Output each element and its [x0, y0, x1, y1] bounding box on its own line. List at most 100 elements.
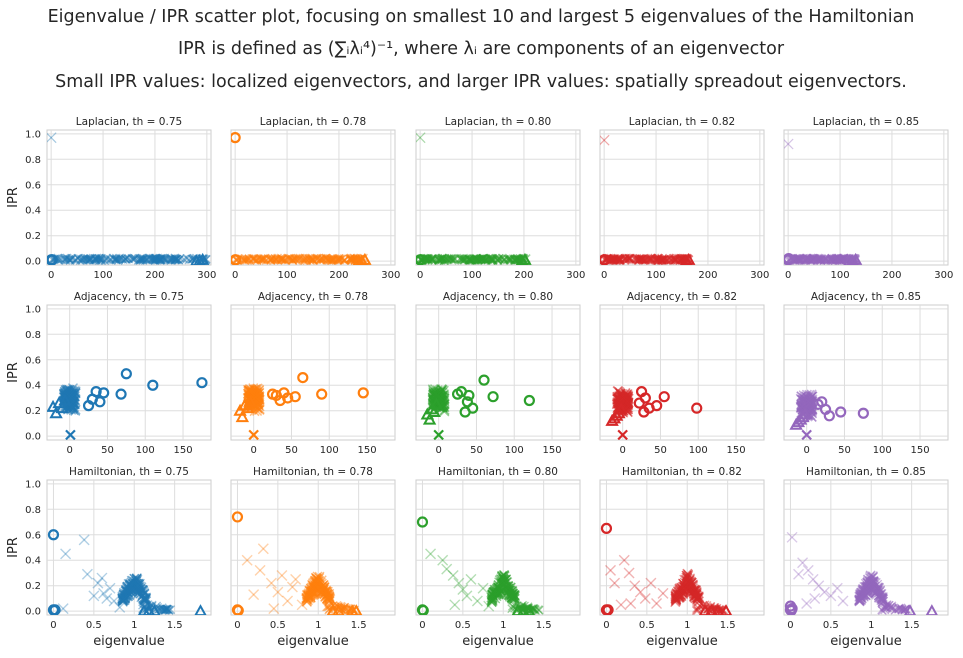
point-x — [83, 253, 93, 264]
point-x — [300, 253, 310, 263]
point-x — [76, 254, 86, 264]
point-x — [495, 255, 505, 265]
point-x — [894, 604, 904, 614]
point-x — [792, 254, 802, 264]
point-x — [446, 254, 456, 264]
point-x — [83, 255, 93, 265]
x-tick-label: 200 — [145, 270, 164, 281]
point-x — [329, 255, 339, 265]
point-x — [457, 254, 468, 264]
point-x — [897, 604, 907, 613]
point-x — [73, 253, 83, 263]
point-circle — [461, 396, 473, 408]
point-x — [645, 255, 655, 265]
point-x — [152, 254, 162, 264]
point-x — [447, 255, 457, 265]
point-x — [128, 254, 139, 264]
point-x — [257, 543, 269, 555]
panel-title: Adjacency, th = 0.85 — [811, 291, 921, 303]
point-x — [478, 254, 488, 264]
point-x — [306, 253, 316, 263]
point-x — [133, 255, 143, 265]
panel-frame — [46, 304, 212, 441]
point-x — [303, 253, 313, 263]
point-x — [488, 254, 498, 264]
point-x — [161, 255, 171, 265]
point-x — [802, 254, 813, 264]
point-x — [820, 254, 830, 265]
point-x — [135, 254, 145, 264]
point-x — [634, 586, 646, 598]
point-x — [439, 253, 450, 263]
point-x — [249, 253, 259, 264]
panel-title: Hamiltonian, th = 0.85 — [806, 466, 926, 478]
point-x — [802, 254, 812, 264]
point-x — [625, 254, 635, 264]
point-x — [442, 254, 452, 264]
point-x — [96, 572, 108, 584]
point-x — [253, 254, 263, 264]
point-x — [659, 255, 669, 265]
point-x — [457, 254, 467, 264]
point-x — [887, 604, 897, 614]
point-x — [500, 254, 510, 265]
point-x — [642, 254, 652, 264]
point-x — [154, 254, 164, 265]
point-x — [460, 255, 470, 265]
point-x — [272, 255, 282, 265]
x-tick-label: 0.5 — [823, 620, 839, 631]
point-x — [155, 255, 165, 265]
point-x — [659, 255, 669, 265]
point-x — [639, 592, 651, 604]
point-x — [298, 255, 308, 265]
point-x — [472, 254, 482, 264]
point-x — [615, 254, 625, 265]
point-x — [172, 254, 182, 264]
point-x — [801, 255, 811, 265]
point-x — [94, 253, 104, 264]
point-x — [241, 554, 253, 566]
point-x — [334, 253, 344, 263]
point-x — [248, 254, 258, 264]
panel-laplacian-5: Laplacian, th = 0.85 0 100 200 300 — [783, 116, 953, 281]
point-x — [341, 603, 351, 613]
point-x — [271, 254, 281, 264]
point-x — [138, 254, 148, 264]
point-x — [474, 254, 484, 264]
point-x — [113, 255, 123, 265]
point-x — [824, 255, 834, 265]
point-x — [673, 253, 684, 263]
point-x — [662, 255, 672, 265]
point-x — [293, 253, 303, 263]
point-x — [84, 255, 94, 265]
point-x — [459, 255, 469, 265]
point-x — [794, 253, 805, 263]
point-x — [437, 253, 447, 263]
point-x — [155, 254, 165, 264]
point-x — [174, 255, 184, 265]
point-x — [98, 587, 110, 599]
point-x — [94, 253, 104, 263]
point-x — [615, 254, 625, 264]
point-x — [437, 254, 447, 264]
point-x — [881, 602, 890, 612]
point-x — [817, 254, 827, 264]
x-tick-label: 100 — [136, 445, 155, 456]
point-x — [252, 255, 262, 265]
point-x — [624, 254, 634, 264]
point-x — [171, 255, 181, 265]
point-x — [155, 255, 166, 265]
point-x — [465, 573, 477, 585]
point-triangle — [422, 412, 437, 425]
point-x — [613, 253, 623, 263]
point-x — [692, 593, 703, 604]
point-x — [266, 255, 276, 265]
point-x — [621, 253, 631, 263]
point-x — [671, 254, 681, 265]
panel-adjacency-3: Adjacency, th = 0.80 0 50 100 150 — [415, 291, 581, 456]
point-x — [472, 254, 482, 264]
point-x — [111, 253, 121, 263]
point-x — [108, 595, 120, 607]
x-tick-label: 200 — [514, 270, 533, 281]
